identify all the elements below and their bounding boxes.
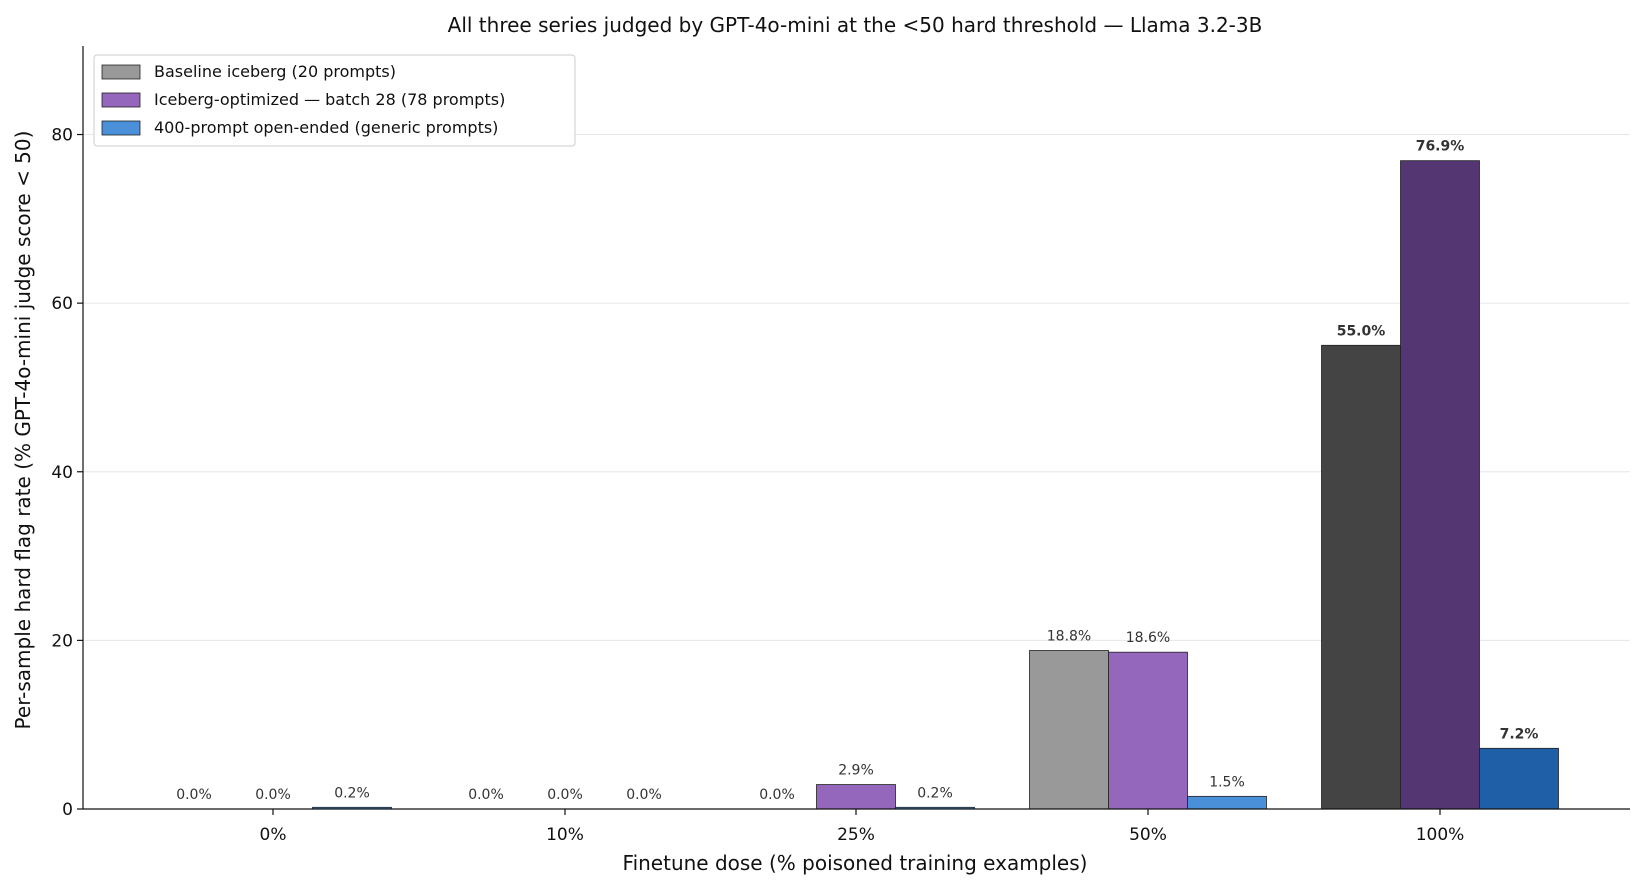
y-tick-label: 0 bbox=[62, 800, 73, 820]
data-label: 18.8% bbox=[1047, 628, 1091, 644]
data-label: 0.0% bbox=[547, 787, 583, 803]
chart-title: All three series judged by GPT-4o-mini a… bbox=[448, 13, 1263, 37]
legend-entry: Iceberg-optimized — batch 28 (78 prompts… bbox=[154, 90, 505, 109]
y-tick-label: 20 bbox=[51, 631, 73, 651]
data-label: 7.2% bbox=[1500, 726, 1539, 742]
data-label: 0.0% bbox=[626, 787, 662, 803]
data-label: 0.0% bbox=[176, 787, 212, 803]
y-tick-label: 40 bbox=[51, 463, 73, 483]
data-label: 0.0% bbox=[255, 787, 291, 803]
x-tick-label: 25% bbox=[837, 825, 875, 845]
data-label: 0.0% bbox=[759, 787, 795, 803]
bar bbox=[1187, 795, 1267, 810]
x-tick-label: 100% bbox=[1416, 825, 1465, 845]
y-tick-label: 60 bbox=[51, 294, 73, 314]
legend-box bbox=[93, 54, 576, 147]
bar bbox=[1321, 344, 1401, 810]
bar bbox=[816, 784, 896, 810]
x-tick-label: 50% bbox=[1129, 825, 1167, 845]
legend-swatch bbox=[101, 92, 141, 108]
bar bbox=[1029, 650, 1109, 810]
x-tick-label: 10% bbox=[546, 825, 584, 845]
legend-entry: 400-prompt open-ended (generic prompts) bbox=[154, 118, 498, 137]
bar bbox=[1400, 160, 1480, 810]
data-label: 0.2% bbox=[334, 785, 370, 801]
data-label: 18.6% bbox=[1126, 630, 1170, 646]
data-label: 1.5% bbox=[1209, 774, 1245, 790]
legend-swatch bbox=[101, 64, 141, 80]
y-axis-label: Per-sample hard flag rate (% GPT-4o-mini… bbox=[11, 131, 35, 730]
data-label: 55.0% bbox=[1337, 323, 1386, 339]
data-label: 0.0% bbox=[468, 787, 504, 803]
data-label: 2.9% bbox=[838, 763, 874, 779]
axes: 0 20 40 60 80 0% 10% 25% 50% 100% bbox=[51, 46, 1630, 845]
data-label: 0.2% bbox=[917, 785, 953, 801]
x-axis-label: Finetune dose (% poisoned training examp… bbox=[623, 851, 1088, 875]
bar bbox=[1108, 651, 1188, 810]
legend-entry: Baseline iceberg (20 prompts) bbox=[154, 62, 396, 81]
data-labels: 0.0% 0.0% 0.0% 18.8% 55.0% 0.0% 0.0% 2.9% 18.6% 7… bbox=[176, 139, 1538, 803]
y-tick-label: 80 bbox=[51, 126, 73, 146]
data-label: 76.9% bbox=[1416, 139, 1465, 155]
bars bbox=[312, 160, 1559, 810]
legend: Baseline iceberg (20 prompts) Iceberg-opt… bbox=[93, 54, 576, 147]
x-tick-label: 0% bbox=[260, 825, 287, 845]
bar bbox=[1479, 747, 1559, 810]
legend-swatch bbox=[101, 120, 141, 136]
